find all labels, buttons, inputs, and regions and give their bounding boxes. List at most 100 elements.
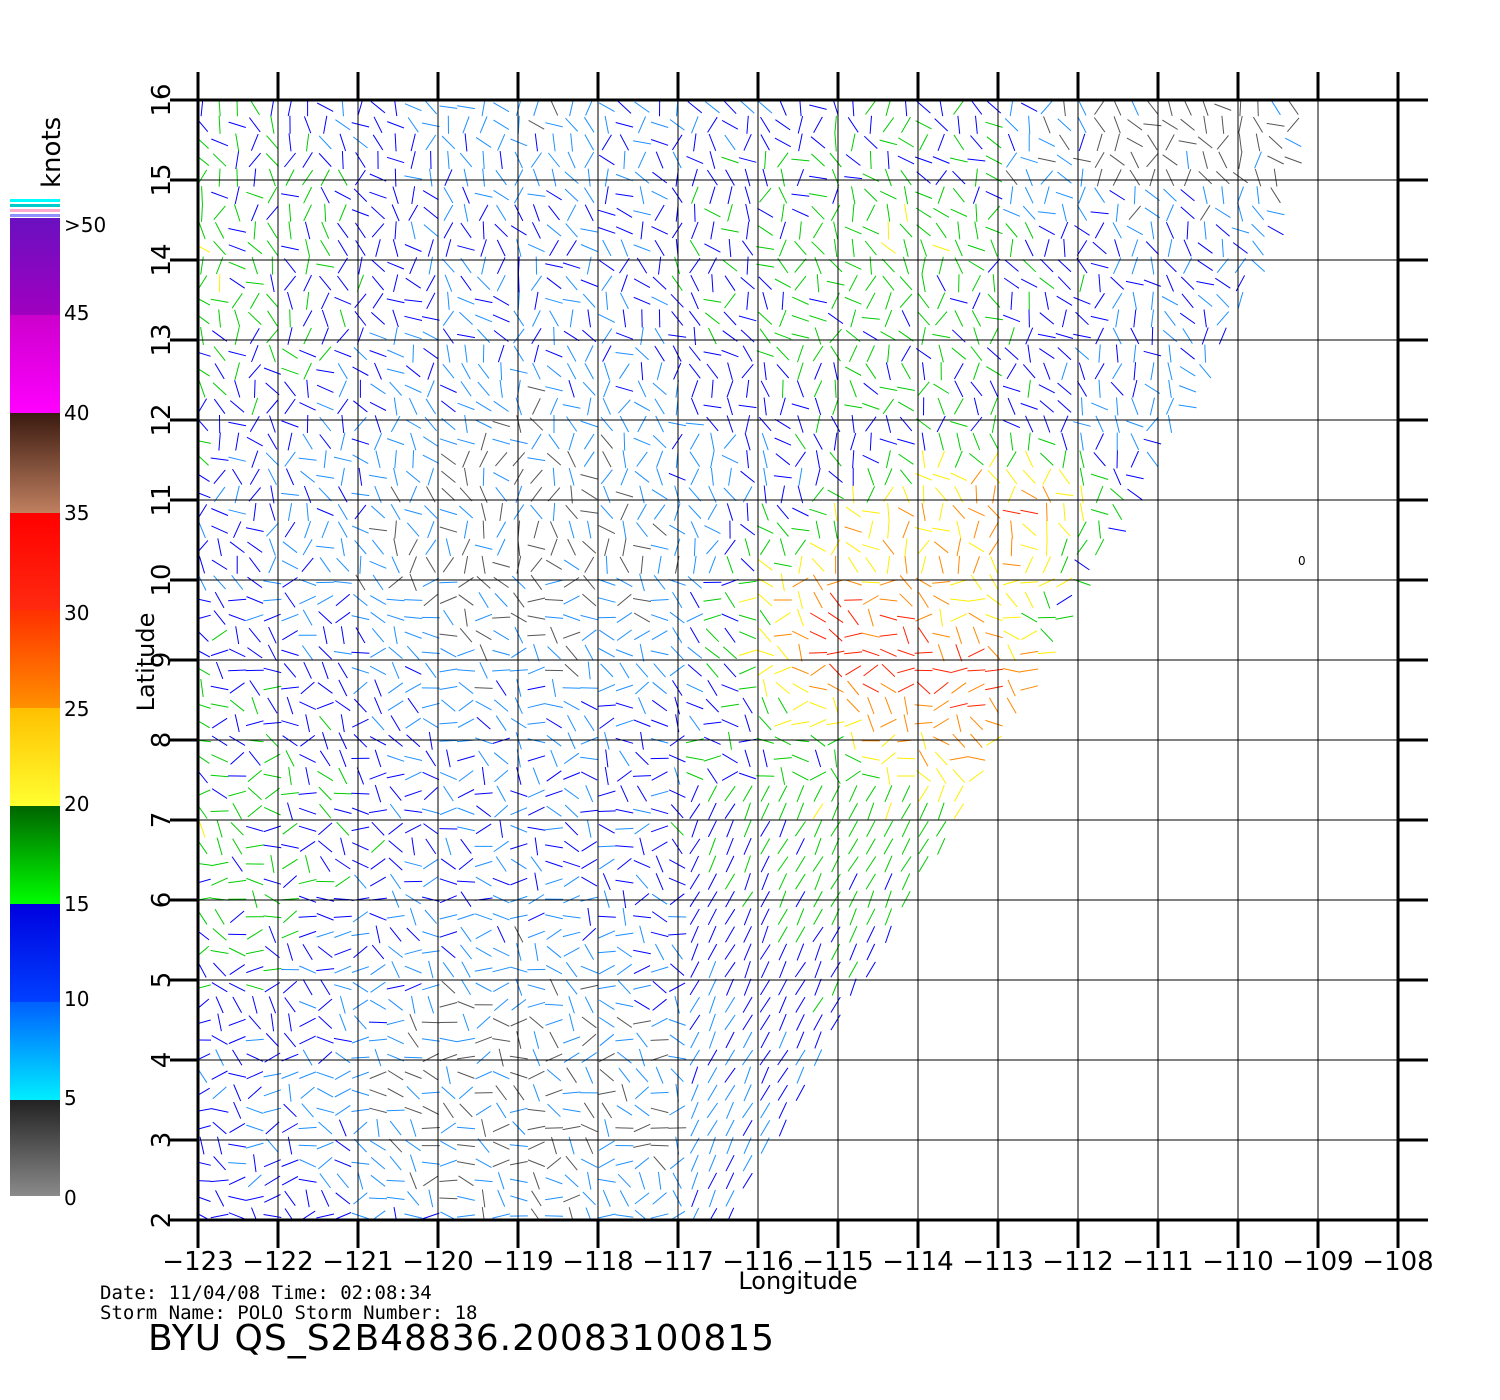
wind-vector [369, 528, 387, 532]
wind-vector [669, 664, 685, 677]
wind-vector [971, 310, 982, 327]
wind-vector [234, 309, 241, 328]
wind-vector [301, 1103, 314, 1118]
wind-vector [829, 592, 842, 608]
wind-vector [369, 876, 387, 887]
wind-vector [1009, 239, 1014, 257]
wind-vector [779, 309, 787, 327]
wind-vector [620, 239, 629, 257]
wind-vector [369, 912, 387, 921]
wind-vector [510, 843, 528, 850]
wind-vector [668, 1018, 686, 1026]
wind-vector [685, 738, 704, 744]
wind-vector [563, 876, 580, 888]
wind-vector [198, 945, 210, 957]
wind-vector [744, 1066, 752, 1084]
wind-vector [352, 454, 369, 465]
wind-vector [549, 521, 559, 539]
wind-vector [726, 1101, 734, 1119]
wind-vector [598, 1140, 615, 1151]
wind-vector [263, 844, 282, 849]
wind-vector [1080, 168, 1084, 187]
wind-vector [530, 574, 543, 590]
wind-vector [844, 226, 862, 235]
wind-vector [513, 468, 524, 485]
wind-vector [773, 562, 792, 567]
wind-vector [970, 733, 983, 748]
wind-vector [808, 652, 828, 654]
wind-vector [758, 311, 773, 325]
wind-vector [584, 556, 595, 573]
wind-vector [516, 679, 522, 697]
wind-vector [583, 116, 595, 133]
wind-vector [775, 681, 791, 695]
wind-vector [708, 978, 717, 996]
wind-vector [493, 576, 509, 588]
wind-vector [246, 984, 264, 991]
wind-vector [527, 1141, 545, 1150]
wind-vector [792, 700, 809, 711]
wind-vector [968, 260, 985, 271]
wind-vector [615, 352, 634, 356]
wind-vector [777, 257, 789, 274]
wind-vector [457, 402, 475, 411]
wind-vector [968, 770, 984, 782]
wind-vector [1114, 415, 1120, 433]
wind-vector [509, 1161, 528, 1166]
wind-vector [604, 767, 609, 785]
wind-vector [791, 315, 810, 322]
legend-cap-lavender [10, 214, 60, 217]
wind-vector [302, 169, 314, 186]
wind-vector [527, 685, 546, 691]
wind-vector [777, 856, 789, 872]
wind-vector [898, 330, 914, 342]
wind-vector [564, 787, 580, 800]
wind-vector [305, 767, 310, 785]
wind-vector [288, 133, 292, 152]
wind-vector [1027, 344, 1031, 363]
wind-vector [263, 598, 282, 602]
wind-vector [742, 1031, 753, 1049]
wind-vector [809, 315, 827, 322]
wind-vector [459, 487, 473, 502]
wind-vector [816, 274, 820, 293]
wind-vector [530, 1208, 540, 1220]
wind-vector [674, 995, 680, 1014]
wind-vector [545, 703, 563, 708]
wind-vector [211, 754, 229, 763]
wind-vector [615, 122, 634, 128]
wind-vector [633, 630, 651, 641]
wind-vector [546, 277, 562, 290]
wind-vector [281, 613, 299, 622]
wind-vector [597, 810, 616, 812]
wind-vector [618, 1067, 631, 1083]
wind-vector [707, 1067, 718, 1084]
wind-vector [1038, 137, 1056, 147]
wind-vector [1055, 492, 1074, 497]
wind-vector [603, 362, 610, 380]
wind-vector [423, 787, 438, 801]
wind-vector [518, 274, 520, 293]
wind-vector [423, 593, 439, 607]
wind-vector [1028, 115, 1031, 134]
wind-vector [1216, 311, 1230, 326]
wind-vector [813, 891, 823, 908]
wind-vector [903, 239, 909, 257]
wind-vector [1057, 171, 1072, 184]
wind-vector [421, 808, 440, 814]
wind-vector [549, 239, 559, 257]
wind-vector [287, 291, 293, 310]
wind-vector [689, 240, 700, 256]
wind-vector [918, 785, 929, 802]
wind-vector [351, 792, 370, 795]
wind-vector [867, 714, 875, 732]
wind-vector [306, 379, 309, 398]
wind-vector [622, 309, 627, 328]
wind-vector [1076, 240, 1088, 256]
wind-vector [492, 314, 510, 323]
wind-vector [299, 1035, 316, 1045]
wind-vector [1112, 363, 1123, 380]
wind-vector [425, 539, 437, 555]
wind-vector [884, 855, 893, 873]
wind-vector [711, 274, 714, 293]
